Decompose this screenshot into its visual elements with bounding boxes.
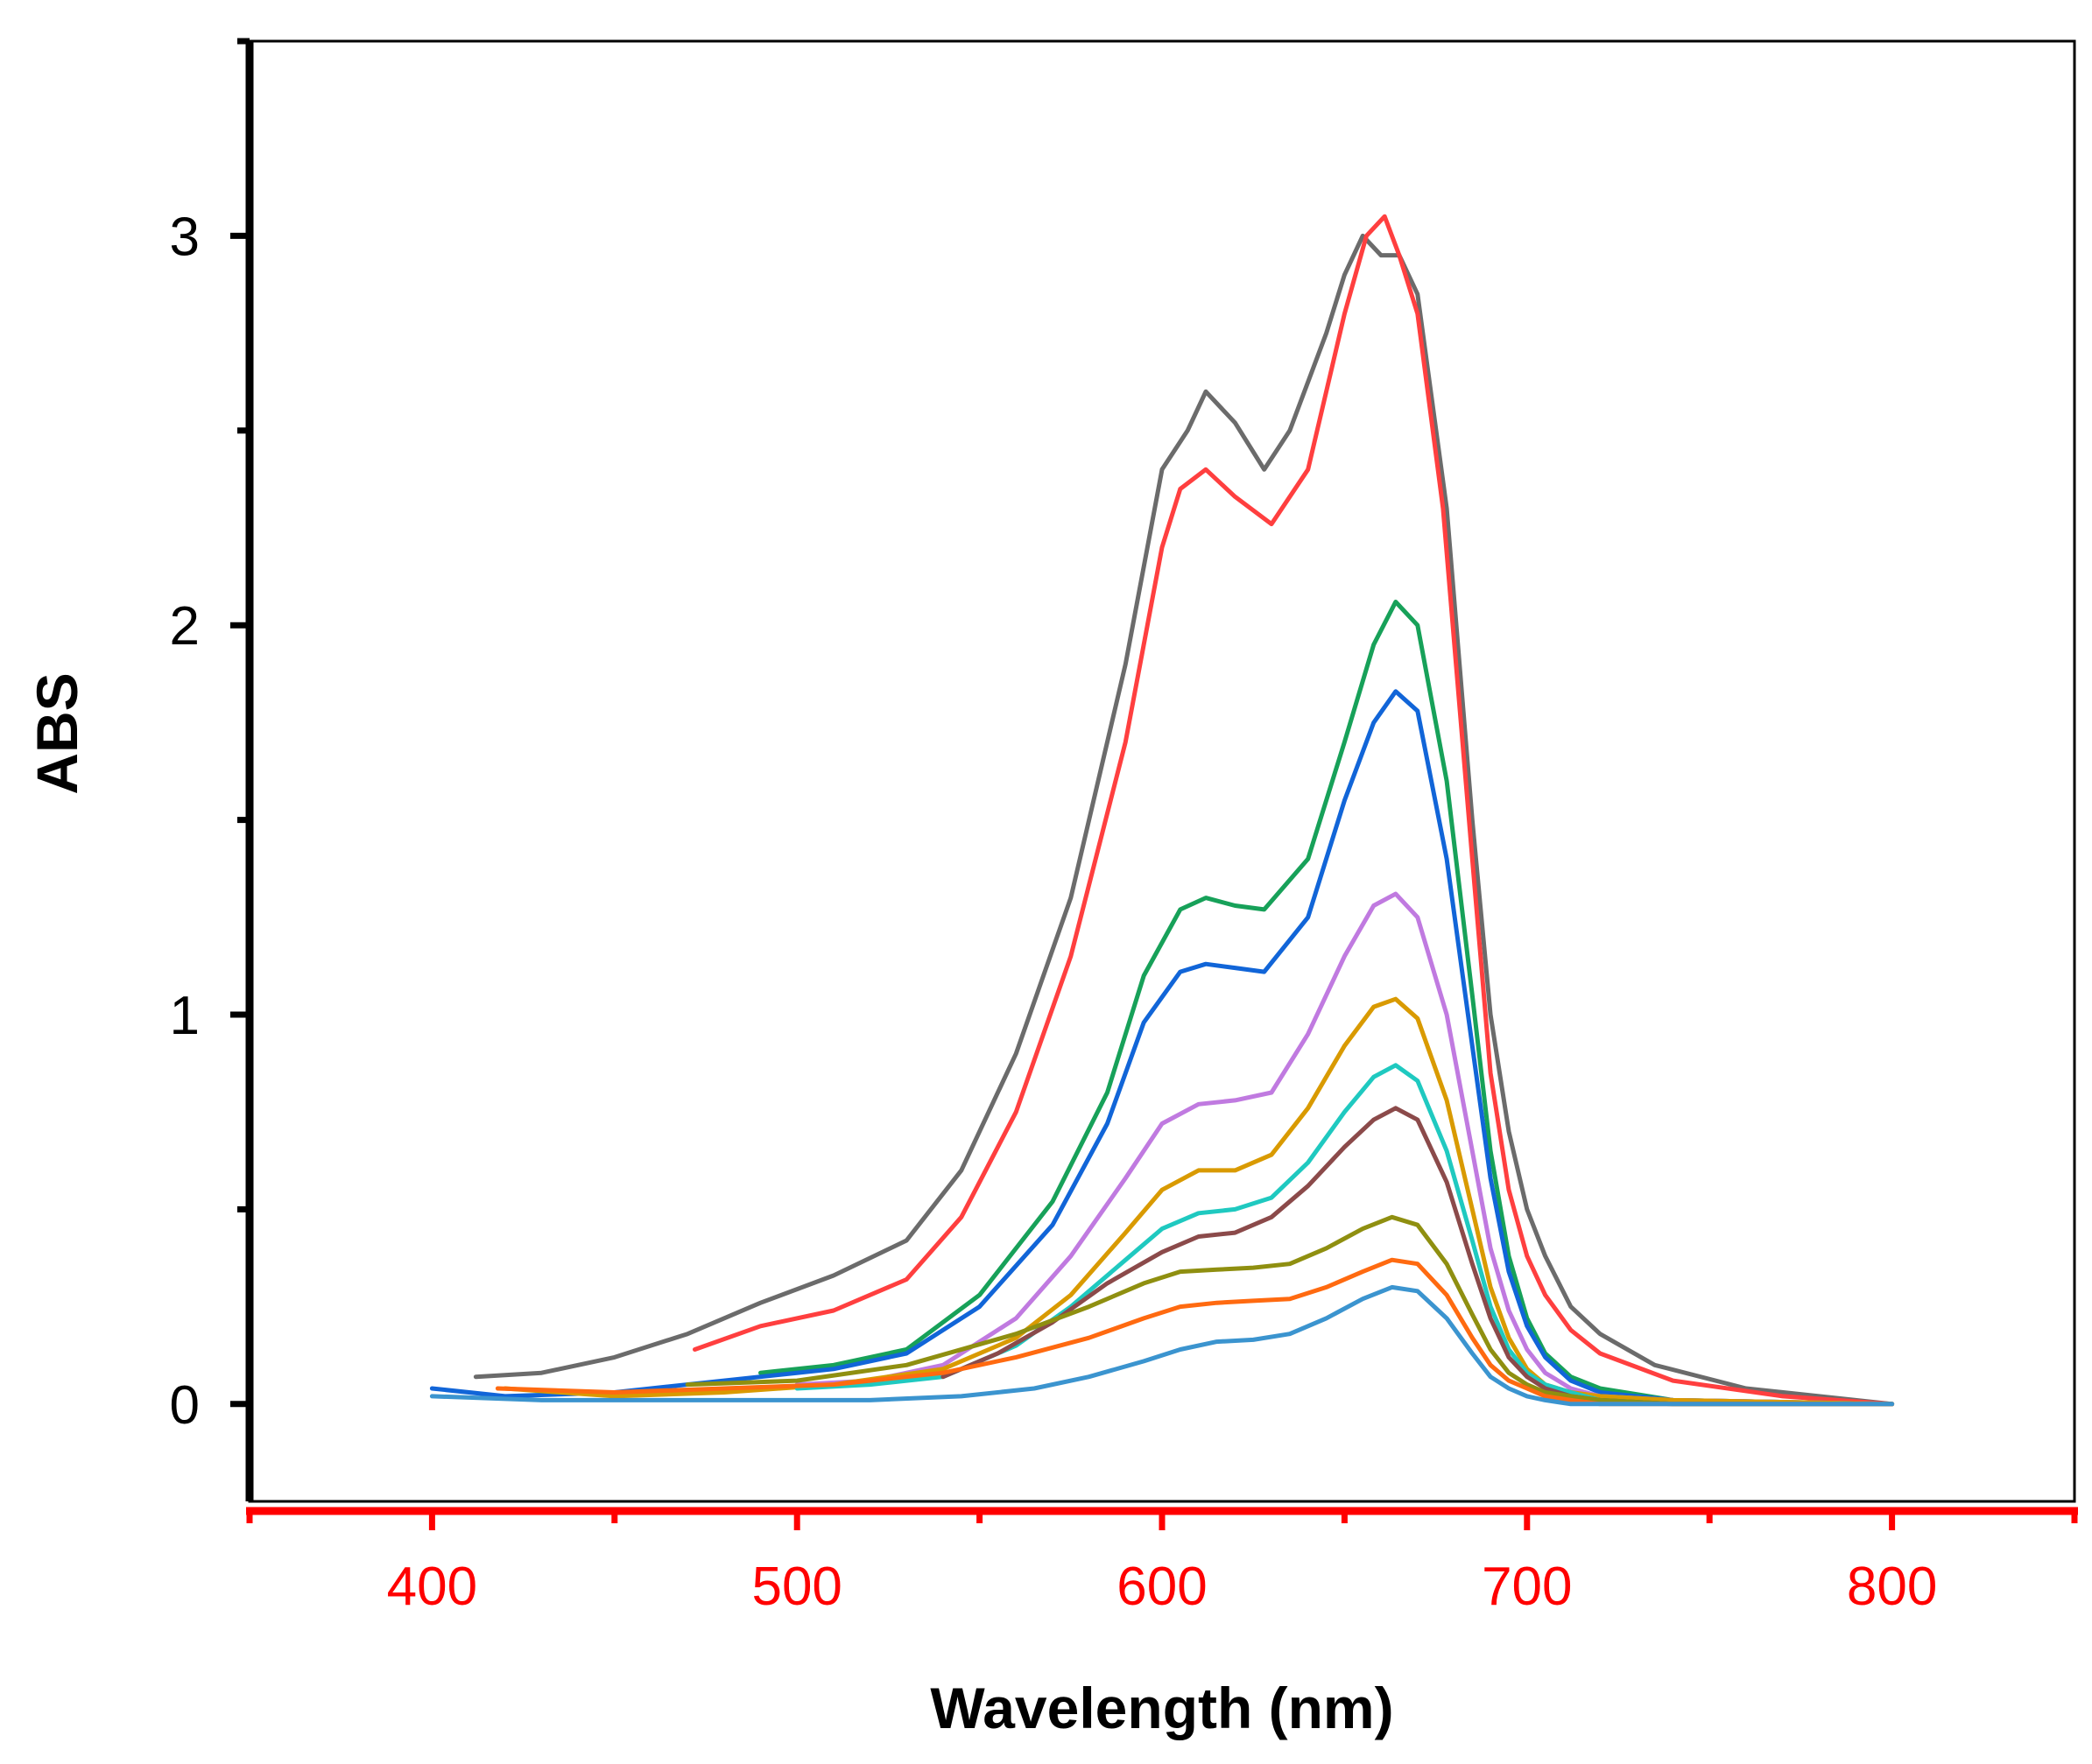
series-layer bbox=[429, 214, 1895, 1407]
series-line-2 bbox=[693, 214, 1895, 1407]
series-line-8 bbox=[940, 1106, 1895, 1407]
y-tick-label-1: 1 bbox=[170, 986, 200, 1046]
x-tick-label-700: 700 bbox=[1482, 1557, 1572, 1617]
series-line-9 bbox=[685, 1214, 1895, 1407]
series-line-5 bbox=[794, 891, 1895, 1407]
y-tick-label-3: 3 bbox=[170, 207, 200, 267]
series-line-1 bbox=[473, 233, 1895, 1407]
series-line-3 bbox=[758, 600, 1895, 1407]
x-tick-label-800: 800 bbox=[1847, 1557, 1937, 1617]
x-tick-label-400: 400 bbox=[387, 1557, 477, 1617]
y-tick-label-2: 2 bbox=[170, 596, 200, 657]
series-line-10 bbox=[495, 1257, 1895, 1407]
plot-frame bbox=[248, 39, 2076, 1503]
ticks-layer: 400 500 600 700 800 0 1 2 3 bbox=[170, 38, 2078, 1617]
x-axis-title: Wavelength (nm) bbox=[930, 1676, 1393, 1740]
x-tick-label-500: 500 bbox=[751, 1557, 842, 1617]
x-tick-label-600: 600 bbox=[1116, 1557, 1207, 1617]
series-line-11 bbox=[429, 1284, 1895, 1407]
y-tick-label-0: 0 bbox=[170, 1375, 200, 1436]
series-line-4 bbox=[429, 689, 1895, 1407]
y-axis-title: ABS bbox=[25, 672, 89, 794]
